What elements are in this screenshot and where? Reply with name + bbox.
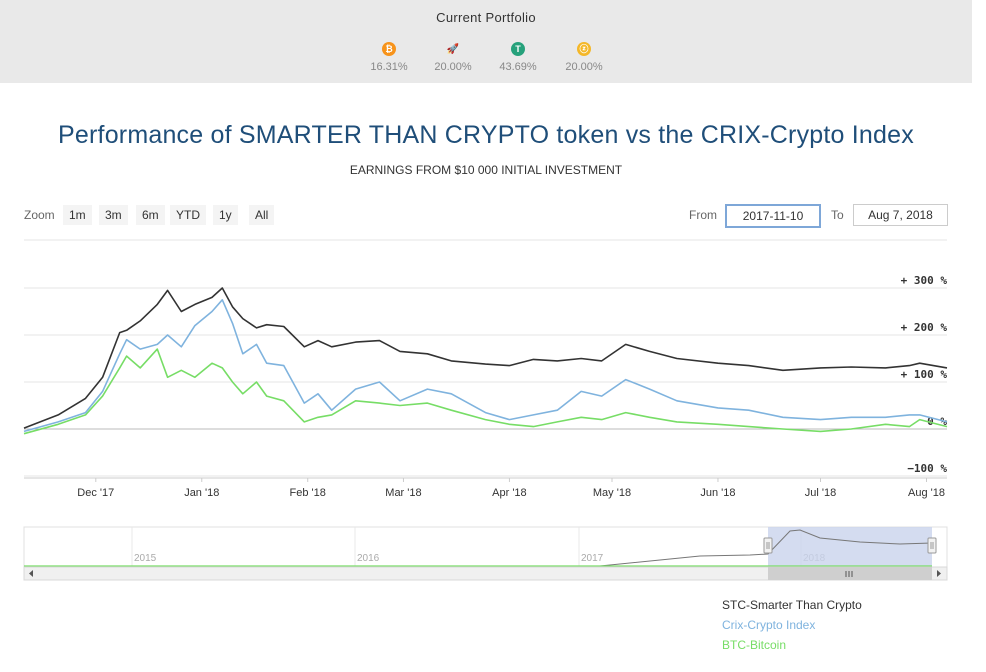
x-tick-label: May '18 <box>593 487 631 499</box>
portfolio-title: Current Portfolio <box>436 10 536 25</box>
navigator-scroll-thumb[interactable] <box>768 567 932 580</box>
navigator-year-label: 2015 <box>134 553 157 564</box>
x-tick-label: Dec '17 <box>77 487 114 499</box>
x-tick-label: Jan '18 <box>184 487 219 499</box>
zoom-1y-button[interactable]: 1y <box>213 205 238 225</box>
grid-lines <box>24 239 947 479</box>
portfolio-pct: 20.00% <box>565 61 603 73</box>
legend-item-crix[interactable]: Crix-Crypto Index <box>722 618 816 632</box>
from-label: From <box>689 208 717 222</box>
tether-icon: T <box>511 42 525 56</box>
zoom-1m-button[interactable]: 1m <box>63 205 92 225</box>
x-tick-label: Jun '18 <box>700 487 735 499</box>
zcash-icon: ⓩ <box>577 42 591 56</box>
x-tick-label: Mar '18 <box>385 487 421 499</box>
navigator-selection <box>768 527 932 567</box>
navigator-handle[interactable] <box>927 537 937 554</box>
x-tick-label: Jul '18 <box>805 487 836 499</box>
portfolio-item-zcash: ⓩ 20.00% <box>554 39 614 73</box>
x-tick-label: Feb '18 <box>290 487 326 499</box>
from-date-input[interactable]: 2017-11-10 <box>725 204 821 228</box>
portfolio-pct: 43.69% <box>499 61 537 73</box>
zoom-all-button[interactable]: All <box>249 205 275 225</box>
btc-series-line <box>23 348 948 435</box>
navigator-year-label: 2017 <box>581 553 604 564</box>
y-tick-label: −100 % <box>907 462 947 475</box>
to-label: To <box>831 208 844 222</box>
zoom-6m-button[interactable]: 6m <box>136 205 165 225</box>
portfolio-pct: 16.31% <box>370 61 408 73</box>
legend-item-stc[interactable]: STC-Smarter Than Crypto <box>722 598 862 612</box>
navigator-stc-line <box>24 529 933 567</box>
y-tick-label: + 200 % <box>901 321 948 334</box>
x-tick-label: Aug '18 <box>908 487 945 499</box>
legend-item-btc[interactable]: BTC-Bitcoin <box>722 638 787 652</box>
to-date-input[interactable]: Aug 7, 2018 <box>853 204 948 226</box>
portfolio-panel: Current Portfolio ₿ 16.31% 🚀 20.00% T 43… <box>0 0 972 83</box>
rocket-icon: 🚀 <box>446 44 460 55</box>
scroll-left-arrow-icon[interactable] <box>29 570 33 577</box>
portfolio-pct: 20.00% <box>434 61 472 73</box>
y-tick-label: + 100 % <box>901 368 948 381</box>
navigator[interactable]: 2015201620172018 <box>23 526 948 581</box>
portfolio-item-rocket: 🚀 20.00% <box>423 39 483 73</box>
navigator-scrollbar[interactable] <box>23 566 948 581</box>
x-axis-ticks: Dec '17 Jan '18 Feb '18 Mar '18 Apr '18 May '… <box>77 478 945 499</box>
navigator-year-label: 2016 <box>357 553 380 564</box>
zoom-label: Zoom <box>24 208 55 222</box>
navigator-handle[interactable] <box>763 537 773 554</box>
portfolio-item-tether: T 43.69% <box>488 39 548 73</box>
zoom-3m-button[interactable]: 3m <box>99 205 128 225</box>
stc-series-line <box>23 287 948 429</box>
portfolio-item-bitcoin: ₿ 16.31% <box>359 39 419 73</box>
chart-title: Performance of SMARTER THAN CRYPTO token… <box>58 121 914 149</box>
crix-series-line <box>23 298 948 433</box>
y-tick-label: + 300 % <box>901 274 948 287</box>
x-tick-label: Apr '18 <box>492 487 527 499</box>
y-axis-ticks: + 300 %+ 200 %+ 100 %0 %−100 % <box>901 274 948 475</box>
bitcoin-icon: ₿ <box>382 42 396 56</box>
zoom-ytd-button[interactable]: YTD <box>170 205 206 225</box>
series-lines <box>23 287 948 435</box>
chart-subtitle: EARNINGS FROM $10 000 INITIAL INVESTMENT <box>349 163 623 177</box>
scroll-right-arrow-icon[interactable] <box>937 570 941 577</box>
